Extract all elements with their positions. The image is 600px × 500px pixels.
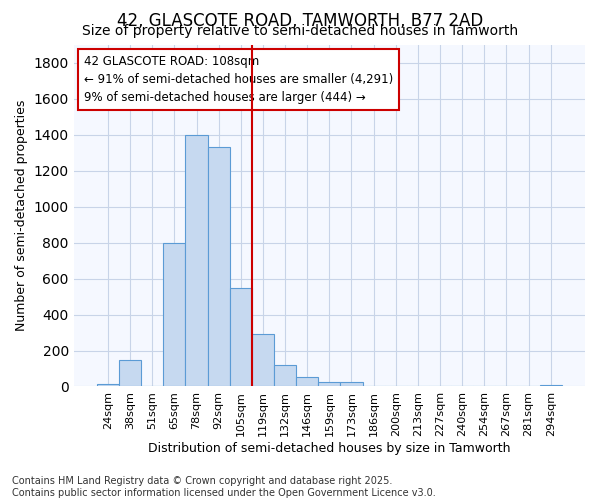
Bar [119, 360, 141, 386]
Bar [163, 242, 185, 386]
Bar [274, 365, 296, 386]
Text: 42, GLASCOTE ROAD, TAMWORTH, B77 2AD: 42, GLASCOTE ROAD, TAMWORTH, B77 2AD [117, 12, 483, 30]
Bar [340, 382, 362, 386]
Bar [539, 385, 562, 386]
Text: 42 GLASCOTE ROAD: 108sqm
← 91% of semi-detached houses are smaller (4,291)
9% of: 42 GLASCOTE ROAD: 108sqm ← 91% of semi-d… [84, 55, 393, 104]
X-axis label: Distribution of semi-detached houses by size in Tamworth: Distribution of semi-detached houses by … [148, 442, 511, 455]
Bar [97, 384, 119, 386]
Bar [252, 334, 274, 386]
Text: Size of property relative to semi-detached houses in Tamworth: Size of property relative to semi-detach… [82, 24, 518, 38]
Bar [318, 382, 340, 386]
Text: Contains HM Land Registry data © Crown copyright and database right 2025.
Contai: Contains HM Land Registry data © Crown c… [12, 476, 436, 498]
Y-axis label: Number of semi-detached properties: Number of semi-detached properties [15, 100, 28, 332]
Bar [230, 288, 252, 386]
Bar [296, 376, 318, 386]
Bar [208, 148, 230, 386]
Bar [185, 135, 208, 386]
